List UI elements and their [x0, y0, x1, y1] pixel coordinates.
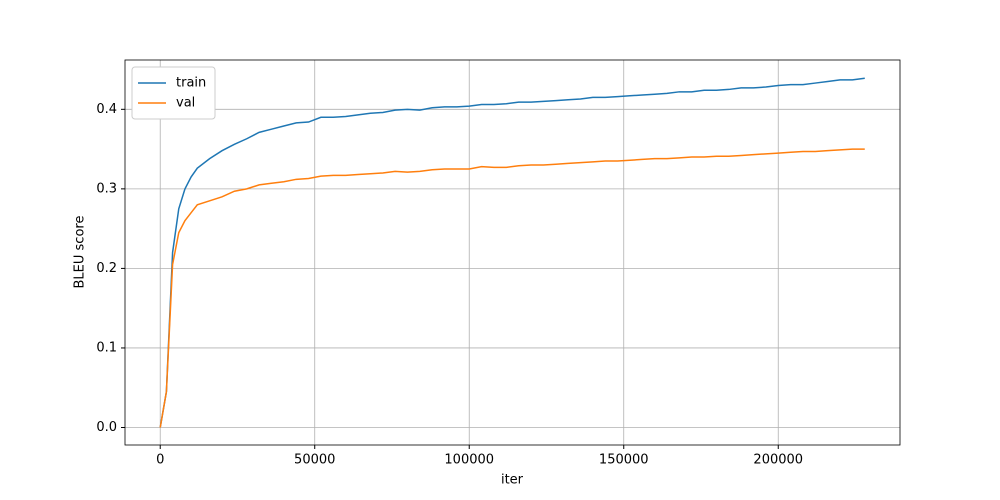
- x-tick-label: 200000: [753, 453, 803, 468]
- x-axis-label: iter: [501, 473, 524, 488]
- legend-label: val: [176, 96, 195, 111]
- y-tick-label: 0.2: [96, 261, 117, 276]
- plot-frame: [124, 59, 901, 446]
- x-tick-label: 150000: [599, 453, 649, 468]
- y-tick-label: 0.1: [96, 340, 117, 355]
- x-tick-label: 0: [156, 453, 164, 468]
- legend-label: train: [176, 76, 206, 91]
- line-series: [159, 148, 865, 428]
- y-tick-label: 0.3: [96, 181, 117, 196]
- y-tick-label: 0.0: [96, 420, 117, 435]
- y-tick-label: 0.4: [96, 102, 117, 117]
- y-axis-label: BLEU score: [73, 216, 88, 289]
- x-tick-label: 50000: [294, 453, 335, 468]
- x-tick-label: 100000: [444, 453, 494, 468]
- legend: train val: [131, 66, 216, 120]
- legend-box: [131, 66, 216, 120]
- line-series: [159, 77, 865, 428]
